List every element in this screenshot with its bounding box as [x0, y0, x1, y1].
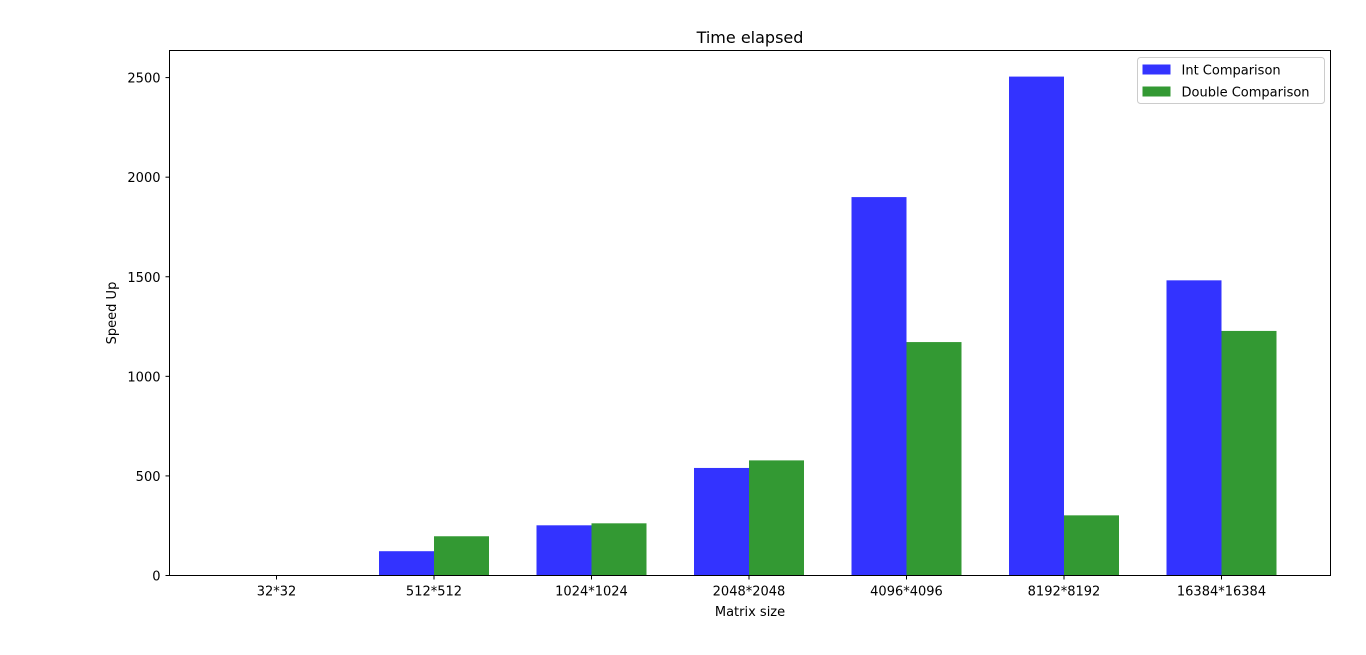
- x-tick-label: 4096*4096: [870, 585, 943, 600]
- bar-int-comparison-6: [1166, 280, 1222, 576]
- legend-label: Double Comparison: [1182, 86, 1310, 101]
- y-tick-label: 1000: [127, 370, 160, 385]
- bar-double-comparison-1: [434, 536, 489, 576]
- legend: Int Comparison Double Comparison: [1137, 57, 1325, 104]
- bar-int-comparison-1: [379, 551, 434, 576]
- x-tick-label: 2048*2048: [713, 585, 786, 600]
- bar-int-comparison-2: [536, 525, 592, 576]
- bar-double-comparison-2: [591, 523, 647, 576]
- y-tick-label: 0: [152, 570, 160, 585]
- legend-box: [1137, 57, 1325, 104]
- x-axis-title: Matrix size: [715, 605, 785, 620]
- y-tick-label: 1500: [127, 271, 160, 286]
- bar-double-comparison-5: [1064, 515, 1119, 576]
- bar-int-comparison-5: [1009, 76, 1064, 576]
- x-tick-label: 1024*1024: [555, 585, 628, 600]
- y-tick-label: 500: [136, 470, 161, 485]
- legend-label: Int Comparison: [1182, 64, 1281, 79]
- legend-swatch-double-comparison: [1142, 86, 1171, 97]
- plot-area-frame: [169, 50, 1331, 576]
- y-tick-label: 2000: [127, 171, 160, 186]
- x-tick-label: 32*32: [257, 585, 297, 600]
- bar-double-comparison-3: [749, 460, 804, 576]
- bar-double-comparison-6: [1221, 330, 1277, 576]
- chart-title: Time elapsed: [696, 28, 804, 47]
- bar-int-comparison-4: [851, 197, 907, 576]
- legend-swatch-int-comparison: [1142, 64, 1171, 75]
- bars-group: [379, 76, 1277, 576]
- x-tick-label: 512*512: [406, 585, 462, 600]
- y-tick-label: 2500: [127, 72, 160, 87]
- x-axis-ticks: 32*32 512*512 1024*1024 2048*2048 4096*4096 8…: [257, 575, 1266, 600]
- x-tick-label: 16384*16384: [1177, 585, 1266, 600]
- y-axis-ticks: 0 500 1000 1500 2000 2500: [127, 72, 170, 585]
- x-tick-label: 8192*8192: [1028, 585, 1101, 600]
- y-axis-title: Speed Up: [105, 282, 120, 345]
- bar-int-comparison-3: [694, 467, 749, 576]
- bar-double-comparison-4: [906, 342, 962, 576]
